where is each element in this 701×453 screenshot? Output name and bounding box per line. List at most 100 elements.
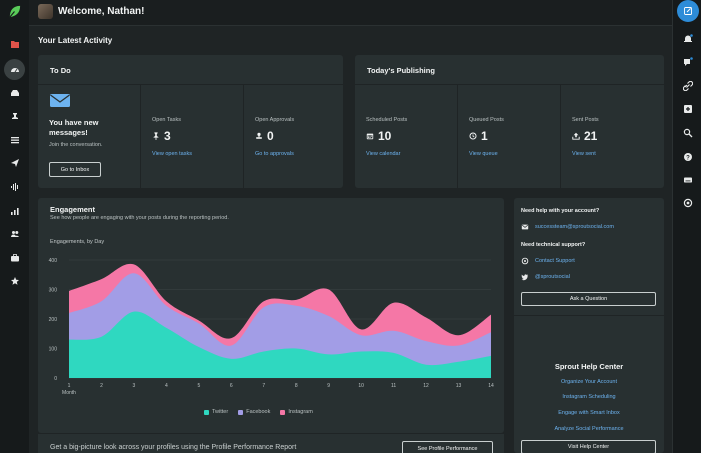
sprout-logo-icon[interactable] bbox=[7, 4, 22, 19]
y-tick-label: 0 bbox=[54, 376, 57, 382]
keyboard-button[interactable] bbox=[682, 174, 693, 185]
view-open-tasks-link[interactable]: View open tasks bbox=[152, 151, 192, 157]
legend-instagram[interactable]: Instagram bbox=[280, 409, 313, 415]
x-tick-label: 5 bbox=[197, 383, 200, 389]
twitter-icon bbox=[521, 274, 529, 281]
chart-legend: Twitter Facebook Instagram bbox=[204, 409, 313, 415]
avatar[interactable] bbox=[38, 4, 53, 19]
question-icon: ? bbox=[683, 152, 692, 161]
email-row[interactable]: successteam@sproutsocial.com bbox=[521, 223, 614, 231]
stamp-icon bbox=[256, 132, 262, 139]
legend-facebook-label: Facebook bbox=[246, 409, 271, 415]
help-link-organize[interactable]: Organize Your Account bbox=[561, 379, 617, 385]
legend-facebook[interactable]: Facebook bbox=[238, 409, 270, 415]
x-tick-label: 6 bbox=[230, 383, 233, 389]
open-approvals-label: Open Approvals bbox=[255, 117, 295, 123]
messages-subtitle: Join the conversation. bbox=[49, 142, 103, 148]
nav-feeds[interactable] bbox=[4, 129, 25, 150]
account-help-label: Need help with your account? bbox=[521, 208, 600, 214]
go-to-approvals-link[interactable]: Go to approvals bbox=[255, 151, 294, 157]
compose-button[interactable] bbox=[677, 0, 699, 22]
open-approvals-cell: Open Approvals 0 Go to approvals bbox=[244, 85, 343, 188]
briefcase-icon bbox=[10, 253, 19, 261]
add-button[interactable] bbox=[682, 103, 693, 114]
contact-support-row[interactable]: Contact Support bbox=[521, 257, 575, 265]
x-tick-label: 4 bbox=[165, 383, 168, 389]
link-icon bbox=[682, 80, 693, 91]
go-to-inbox-button[interactable]: Go to Inbox bbox=[49, 162, 101, 177]
email-link[interactable]: successteam@sproutsocial.com bbox=[535, 224, 614, 230]
x-tick-label: 2 bbox=[100, 383, 103, 389]
nav-tasks[interactable] bbox=[4, 106, 25, 127]
nav-people[interactable] bbox=[4, 223, 25, 244]
x-tick-label: 3 bbox=[133, 383, 136, 389]
twitter-handle-link[interactable]: @sproutsocial bbox=[535, 274, 570, 280]
view-sent-link[interactable]: View sent bbox=[572, 151, 596, 157]
help-link-instagram[interactable]: Instagram Scheduling bbox=[562, 394, 616, 400]
support-button[interactable] bbox=[682, 197, 693, 208]
legend-twitter-label: Twitter bbox=[212, 409, 229, 415]
queued-cell: Queued Posts 1 View queue bbox=[458, 85, 561, 188]
engagement-subtitle: See how people are engaging with your po… bbox=[50, 215, 229, 221]
tech-support-label: Need technical support? bbox=[521, 242, 586, 248]
notifications-button[interactable] bbox=[682, 33, 693, 44]
list-icon bbox=[10, 136, 19, 143]
profile-performance-text: Get a big-picture look across your profi… bbox=[50, 444, 297, 451]
right-rail: ? bbox=[672, 0, 701, 453]
inbox-icon bbox=[10, 89, 19, 96]
twitter-row[interactable]: @sproutsocial bbox=[521, 273, 570, 281]
contact-support-link[interactable]: Contact Support bbox=[535, 258, 575, 264]
gauge-icon bbox=[10, 67, 19, 72]
todo-title: To Do bbox=[50, 66, 71, 75]
scheduled-cell: Scheduled Posts 10 View calendar bbox=[355, 85, 458, 188]
instagram-swatch bbox=[280, 409, 286, 415]
messages-cell: You have new messages! Join the conversa… bbox=[38, 85, 141, 188]
x-tick-label: 1 bbox=[68, 383, 71, 389]
todo-card: To Do You have new messages! Join the co… bbox=[38, 55, 343, 188]
welcome-heading: Welcome, Nathan! bbox=[58, 6, 145, 17]
queued-label: Queued Posts bbox=[469, 117, 504, 123]
legend-twitter[interactable]: Twitter bbox=[204, 409, 228, 415]
nav-apps[interactable] bbox=[4, 247, 25, 268]
envelope-icon bbox=[521, 224, 529, 230]
nav-messages[interactable] bbox=[4, 33, 25, 54]
queued-value-row: 1 bbox=[469, 129, 488, 143]
engagement-title: Engagement bbox=[50, 205, 96, 214]
nav-reviews[interactable] bbox=[4, 270, 25, 291]
star-icon bbox=[10, 276, 19, 285]
lifebuoy-icon bbox=[683, 198, 692, 207]
nav-publishing[interactable] bbox=[4, 152, 25, 173]
bar-chart-icon bbox=[10, 207, 19, 215]
x-axis-label: Month bbox=[62, 390, 76, 396]
queued-value: 1 bbox=[481, 129, 488, 143]
tray-upload-icon bbox=[572, 132, 580, 140]
view-calendar-link[interactable]: View calendar bbox=[366, 151, 401, 157]
twitter-swatch bbox=[204, 409, 209, 415]
x-tick-label: 12 bbox=[423, 383, 429, 389]
sent-cell: Sent Posts 21 View sent bbox=[561, 85, 664, 188]
chart-title: Engagements, by Day bbox=[50, 239, 105, 245]
help-divider bbox=[514, 315, 664, 316]
ask-question-button[interactable]: Ask a Question bbox=[521, 292, 656, 306]
nav-inbox[interactable] bbox=[4, 82, 25, 103]
view-queue-link[interactable]: View queue bbox=[469, 151, 498, 157]
chat-activity-icon bbox=[683, 56, 693, 66]
open-tasks-value: 3 bbox=[164, 129, 171, 143]
y-tick-label: 400 bbox=[49, 258, 58, 264]
nav-reports[interactable] bbox=[4, 200, 25, 221]
visit-help-center-button[interactable]: Visit Help Center bbox=[521, 440, 656, 453]
help-link-smart-inbox[interactable]: Engage with Smart Inbox bbox=[558, 410, 620, 416]
help-link-analyze[interactable]: Analyze Social Performance bbox=[554, 426, 624, 432]
search-icon bbox=[683, 128, 692, 137]
help-button[interactable]: ? bbox=[682, 151, 693, 162]
see-profile-performance-button[interactable]: See Profile Performance bbox=[402, 441, 493, 453]
link-button[interactable] bbox=[682, 80, 693, 91]
nav-dashboard[interactable] bbox=[4, 59, 25, 80]
nav-listening[interactable] bbox=[4, 176, 25, 197]
area-series-twitter bbox=[69, 311, 491, 378]
x-tick-label: 10 bbox=[358, 383, 364, 389]
sent-value-row: 21 bbox=[572, 129, 597, 143]
search-button[interactable] bbox=[682, 127, 693, 138]
activity-button[interactable] bbox=[682, 56, 693, 67]
